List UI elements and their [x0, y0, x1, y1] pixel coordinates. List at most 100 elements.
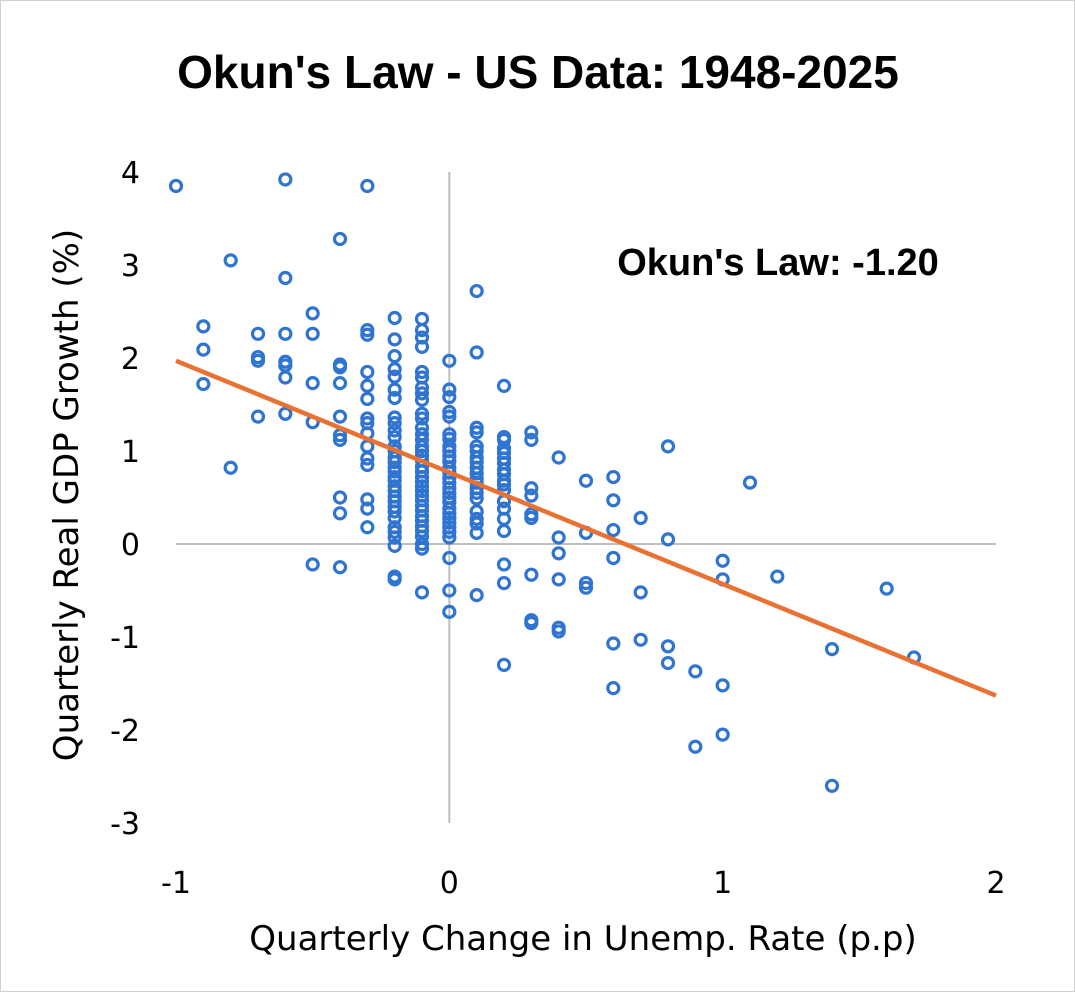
data-point [469, 466, 484, 481]
data-point [496, 557, 512, 572]
data-point [360, 492, 375, 507]
data-point [196, 342, 211, 357]
data-point [305, 376, 320, 391]
okun-coefficient-annotation: Okun's Law: -1.20 [617, 242, 939, 284]
data-point [524, 432, 539, 447]
data-point [715, 678, 730, 693]
data-point [524, 488, 539, 503]
data-point [387, 410, 402, 425]
data-point [442, 501, 457, 516]
data-point [442, 524, 457, 540]
data-point [223, 253, 238, 268]
x-axis-label: Quarterly Change in Unemp. Rate (p.p) [249, 919, 916, 959]
data-point [469, 283, 484, 299]
data-point [305, 326, 320, 341]
data-point [606, 636, 621, 651]
y-tick-labels: -3 -2 -1 0 1 2 3 4 [110, 156, 140, 842]
data-point [715, 553, 730, 568]
data-point [414, 406, 430, 421]
data-point [387, 349, 402, 364]
data-point [414, 479, 430, 494]
y-tick-label: -1 [110, 621, 140, 656]
data-point [578, 473, 594, 488]
data-point [387, 455, 402, 470]
data-point [496, 523, 512, 539]
data-point [414, 541, 430, 556]
data-point [524, 481, 539, 496]
data-point [496, 575, 512, 591]
data-point [442, 481, 457, 496]
data-point [469, 588, 484, 603]
y-tick-label: 3 [121, 249, 140, 284]
data-point [469, 511, 484, 526]
data-point [824, 778, 840, 793]
data-point [332, 360, 348, 375]
data-point [360, 411, 375, 426]
data-point [196, 376, 211, 392]
data-point [168, 178, 184, 194]
data-point [278, 326, 293, 341]
data-point [387, 429, 402, 445]
data-point [360, 378, 375, 393]
data-point [414, 392, 430, 407]
data-point [387, 423, 402, 438]
data-point [414, 474, 430, 489]
data-point [278, 270, 293, 286]
data-point [442, 404, 457, 420]
data-point [414, 443, 430, 459]
x-tick-label: -1 [161, 866, 191, 901]
data-point [606, 550, 621, 566]
data-point [414, 323, 430, 338]
data-point [633, 585, 648, 600]
data-point [824, 641, 840, 657]
data-point [387, 572, 402, 587]
data-point [442, 604, 457, 619]
data-point [387, 524, 402, 540]
data-point [770, 569, 785, 584]
data-point [606, 522, 621, 538]
data-point [414, 386, 430, 401]
data-point [332, 409, 348, 424]
data-point [578, 575, 594, 591]
data-point [442, 510, 457, 526]
data-point [387, 369, 402, 384]
x-tick-labels: -1 0 1 2 [161, 866, 1006, 901]
data-point [250, 353, 266, 368]
data-point [496, 657, 512, 673]
data-point [414, 469, 430, 485]
x-tick-label: 1 [713, 866, 732, 901]
data-point [360, 364, 375, 380]
data-point [469, 516, 484, 531]
data-point [660, 532, 676, 547]
data-point [332, 231, 348, 247]
data-point [360, 327, 375, 342]
y-tick-label: -2 [110, 714, 140, 749]
y-tick-label: -3 [110, 807, 140, 842]
y-tick-label: 0 [121, 528, 140, 563]
data-point [414, 536, 430, 552]
data-point [551, 624, 566, 639]
data-point [414, 330, 430, 345]
data-point [496, 432, 512, 447]
data-point [606, 469, 621, 485]
data-point [332, 432, 348, 447]
data-point [606, 493, 621, 508]
data-point [469, 425, 484, 440]
data-point [414, 364, 430, 380]
x-tick-label: 2 [986, 866, 1005, 901]
data-point [360, 457, 375, 473]
data-point [524, 425, 539, 440]
data-point [633, 510, 648, 526]
data-point [578, 580, 594, 595]
data-point [742, 475, 758, 490]
chart-title: Okun's Law - US Data: 1948-2025 [177, 46, 899, 98]
data-point [387, 464, 402, 479]
data-point [442, 583, 457, 598]
data-point [469, 525, 484, 540]
data-point [688, 739, 703, 754]
trendline [175, 358, 997, 698]
data-point [332, 490, 348, 505]
data-point [196, 319, 211, 334]
data-point [442, 382, 457, 397]
